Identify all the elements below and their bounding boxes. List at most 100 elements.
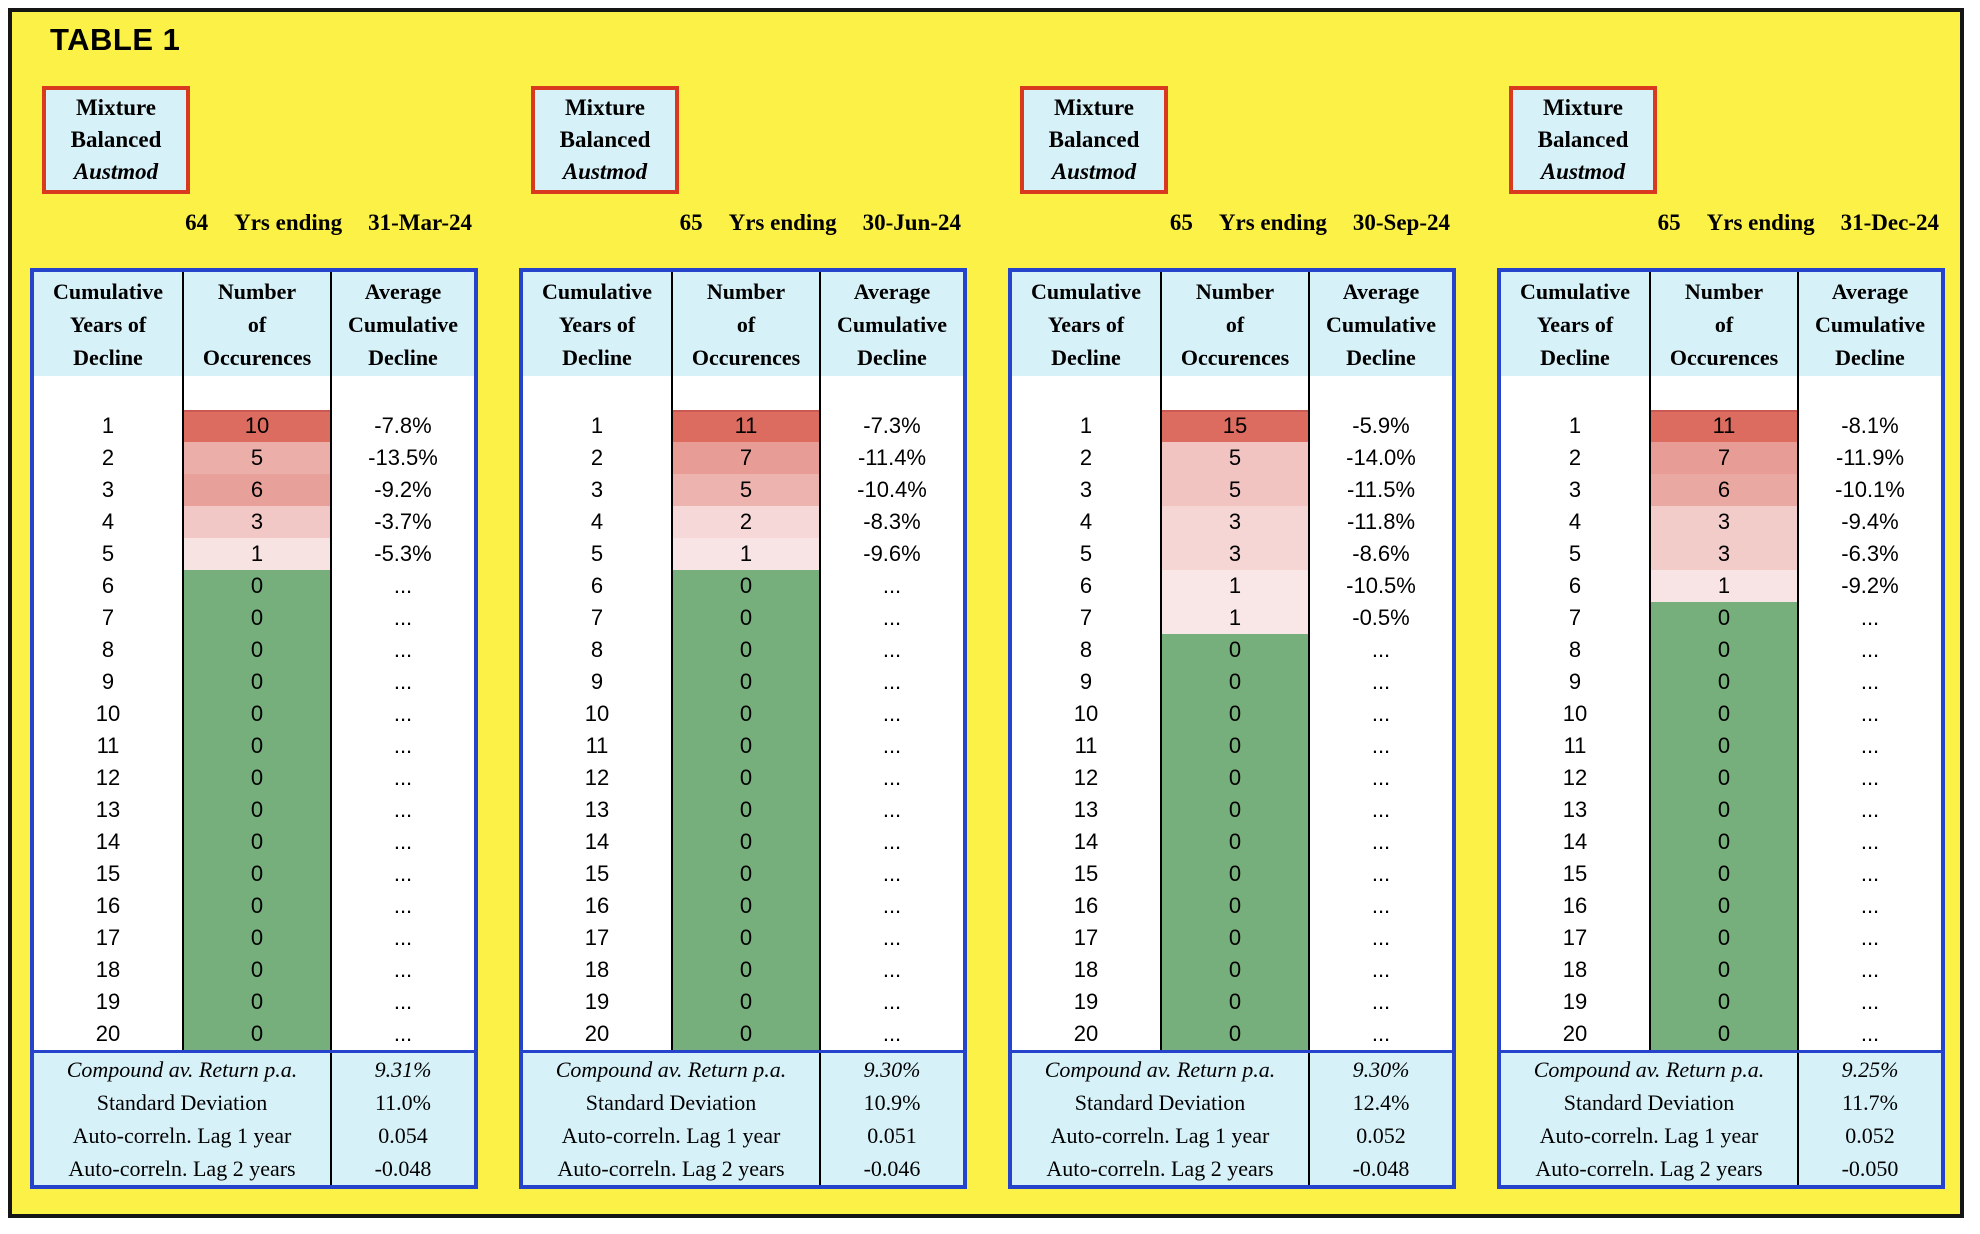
summary-value: 0.052 [1356,1123,1406,1148]
count-cell: 0 [1651,1018,1799,1050]
count-cell: 0 [184,922,332,954]
count-cell: 0 [673,762,821,794]
decline-cell: ... [882,573,902,598]
table-row: 12 0... [1501,762,1941,794]
count-cell: 7 [1651,442,1799,474]
summary-row: Auto-correln. Lag 2 years -0.048 [1012,1152,1452,1185]
count-cell: 2 [673,506,821,538]
table-row: 5 3 -6.3% [1501,538,1941,570]
decline-cell: ... [1371,893,1391,918]
year-cell: 14 [1012,826,1162,858]
decline-cell: -9.6% [863,541,921,566]
count-cell: 5 [673,474,821,506]
column-header-3: Average Cumulative Decline [821,272,963,376]
count-cell: 0 [1651,698,1799,730]
decline-cell: -11.4% [857,445,927,470]
count-cell: 0 [184,570,332,602]
spacer-cell [523,376,673,410]
summary-label: Compound av. Return p.a. [1012,1053,1310,1086]
summary-row: Compound av. Return p.a. 9.30% [523,1053,963,1086]
count-cell: 0 [1162,922,1310,954]
table-row: 15 0... [34,858,474,890]
table-1-sheet: TABLE 1 Mixture Balanced Austmod 64 Yrs endi… [8,8,1964,1218]
count-cell: 0 [673,922,821,954]
spacer-cell [1651,376,1799,410]
decline-cell: -5.3% [374,541,432,566]
decline-cell: ... [1371,989,1391,1014]
decline-cell: ... [1860,893,1880,918]
panel-1: Mixture Balanced Austmod 64 Yrs ending 31-Mar… [30,78,478,1189]
table-row: 8 0... [1012,634,1452,666]
column-header-1: Cumulative Years of Decline [523,272,673,376]
table-row: 10 0... [523,698,963,730]
summary-block: Compound av. Return p.a. 9.25% Standard De… [1501,1050,1941,1185]
table-row: 14 0... [1012,826,1452,858]
count-cell: 0 [1651,986,1799,1018]
table-row: 4 3 -3.7% [34,506,474,538]
decline-cell: ... [393,701,413,726]
decline-cell: -8.6% [1352,541,1410,566]
decline-cell: ... [1371,957,1391,982]
table-row: 10 0... [34,698,474,730]
count-cell: 0 [1651,954,1799,986]
table-row: 15 0... [523,858,963,890]
year-cell: 5 [523,538,673,570]
mixture-box-line-1: Mixture [75,95,157,120]
year-cell: 19 [1012,986,1162,1018]
count-cell: 0 [673,794,821,826]
year-cell: 5 [1012,538,1162,570]
table-row: 4 3 -11.8% [1012,506,1452,538]
summary-label: Standard Deviation [523,1086,821,1119]
summary-label: Auto-correln. Lag 2 years [1501,1152,1799,1185]
year-cell: 11 [34,730,184,762]
count-cell: 0 [1162,826,1310,858]
column-header-2: Number of Occurences [673,272,821,376]
year-cell: 10 [34,698,184,730]
year-cell: 4 [1012,506,1162,538]
decline-cell: ... [1371,829,1391,854]
summary-label: Auto-correln. Lag 1 year [34,1119,332,1152]
decline-cell: ... [882,861,902,886]
mixture-box-line-3: Austmod [1540,159,1626,184]
spacer-cell [184,376,332,410]
summary-label: Auto-correln. Lag 2 years [1012,1152,1310,1185]
summary-row: Compound av. Return p.a. 9.30% [1012,1053,1452,1086]
year-cell: 14 [1501,826,1651,858]
decline-cell: ... [1860,989,1880,1014]
table-row: 2 5 -14.0% [1012,442,1452,474]
decline-cell: -5.9% [1352,413,1410,438]
decline-cell: ... [1860,861,1880,886]
years-count: 65 [679,210,703,235]
count-cell: 0 [673,698,821,730]
decline-cell: ... [1860,701,1880,726]
count-cell: 3 [1651,506,1799,538]
year-cell: 7 [34,602,184,634]
decline-cell: -6.3% [1841,541,1899,566]
table-row: 18 0... [523,954,963,986]
spacer-cell [1162,376,1310,410]
decline-cell: ... [882,669,902,694]
count-cell: 0 [673,986,821,1018]
column-header-3: Average Cumulative Decline [1799,272,1941,376]
decline-cell: ... [1371,925,1391,950]
column-header-1: Cumulative Years of Decline [1012,272,1162,376]
decline-cell: ... [393,957,413,982]
column-header-2: Number of Occurences [1162,272,1310,376]
summary-value: 0.052 [1845,1123,1895,1148]
count-cell: 1 [673,538,821,570]
count-cell: 0 [1651,858,1799,890]
table-row: 7 1 -0.5% [1012,602,1452,634]
spacer-cell [1799,376,1941,410]
decline-cell: -13.5% [368,445,438,470]
mixture-box-line-3: Austmod [1051,159,1137,184]
table-row: 2 7 -11.9% [1501,442,1941,474]
decline-cell: -8.3% [863,509,921,534]
decline-cell: ... [1371,669,1391,694]
table-row: 11 0... [1501,730,1941,762]
column-header-line: of [247,312,267,337]
table-row: 6 0... [34,570,474,602]
decline-cell: ... [882,797,902,822]
year-cell: 19 [1501,986,1651,1018]
summary-row: Standard Deviation 12.4% [1012,1086,1452,1119]
count-cell: 1 [1651,570,1799,602]
